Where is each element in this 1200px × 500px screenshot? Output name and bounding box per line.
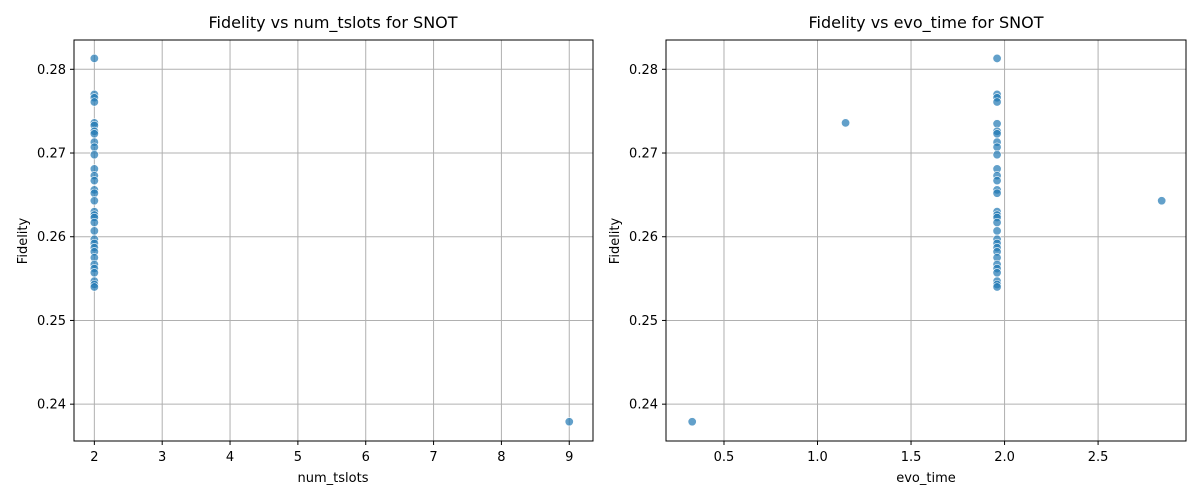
x-tick-label: 3 (158, 450, 166, 465)
y-tick-label: 0.26 (37, 230, 66, 245)
data-point (992, 282, 1002, 292)
y-axis-label: Fidelity (608, 217, 623, 264)
chart-panel-evo-time: Fidelity vs evo_time for SNOT evo_time F… (608, 13, 1187, 486)
data-point (992, 268, 1002, 278)
y-tick-label: 0.28 (629, 63, 658, 78)
data-point (992, 53, 1002, 63)
scatter-points (89, 53, 574, 427)
data-point (89, 53, 99, 63)
data-point (992, 150, 1002, 160)
plot-frame (73, 39, 594, 442)
y-tick-label: 0.27 (37, 147, 66, 162)
x-tick-label: 0.5 (714, 450, 735, 465)
data-point (564, 417, 574, 427)
scatter-points (687, 53, 1167, 427)
data-point (89, 282, 99, 292)
x-tick-label: 2.0 (994, 450, 1015, 465)
y-tick-label: 0.25 (629, 314, 658, 329)
x-tick-label: 6 (362, 450, 370, 465)
data-point (687, 417, 697, 427)
y-tick-label: 0.25 (37, 314, 66, 329)
data-point (89, 176, 99, 186)
data-point (841, 118, 851, 128)
data-point (992, 142, 1002, 152)
x-tick-label: 1.5 (901, 450, 922, 465)
y-axis-label: Fidelity (16, 217, 31, 264)
x-tick-label: 2.5 (1088, 450, 1109, 465)
x-tick-label: 8 (497, 450, 505, 465)
x-tick-label: 4 (226, 450, 234, 465)
data-point (89, 226, 99, 236)
data-point (992, 226, 1002, 236)
data-point (992, 119, 1002, 129)
data-point (89, 196, 99, 206)
x-tick-label: 5 (294, 450, 302, 465)
data-point (89, 129, 99, 139)
y-tick-label: 0.26 (629, 230, 658, 245)
x-tick-label: 2 (90, 450, 98, 465)
data-point (89, 188, 99, 198)
x-axis-label: num_tslots (298, 471, 369, 486)
data-point (89, 150, 99, 160)
data-point (992, 129, 1002, 139)
data-point (89, 268, 99, 278)
chart-title: Fidelity vs num_tslots for SNOT (208, 13, 457, 33)
data-point (992, 176, 1002, 186)
x-tick-label: 7 (429, 450, 437, 465)
x-tick-label: 1.0 (807, 450, 828, 465)
data-point (89, 142, 99, 152)
chart-title: Fidelity vs evo_time for SNOT (808, 13, 1043, 33)
x-tick-label: 9 (565, 450, 573, 465)
data-point (89, 97, 99, 107)
data-point (992, 218, 1002, 228)
data-point (89, 218, 99, 228)
y-tick-label: 0.27 (629, 147, 658, 162)
data-point (1157, 196, 1167, 206)
grid (666, 40, 1186, 441)
data-point (992, 188, 1002, 198)
grid (74, 40, 593, 441)
data-point (992, 97, 1002, 107)
y-tick-label: 0.24 (37, 398, 66, 413)
chart-panel-num-tslots: Fidelity vs num_tslots for SNOT num_tslo… (16, 13, 594, 486)
x-axis-label: evo_time (896, 471, 956, 486)
y-tick-label: 0.24 (629, 398, 658, 413)
y-tick-label: 0.28 (37, 63, 66, 78)
plot-frame (665, 39, 1187, 442)
